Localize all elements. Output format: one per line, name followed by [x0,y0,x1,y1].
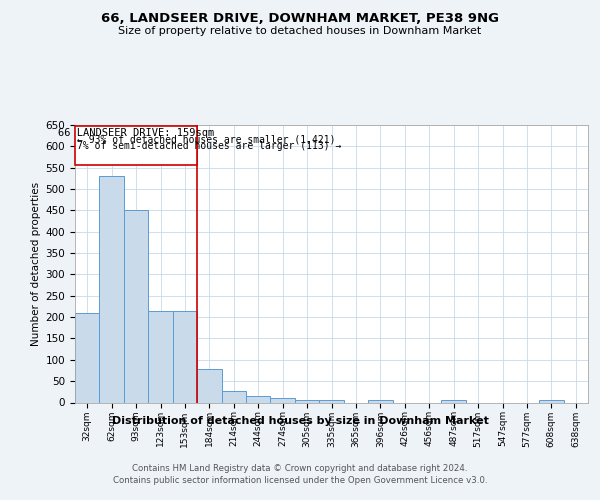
Bar [442,400,466,402]
Bar [75,126,197,165]
Bar [368,400,392,402]
Bar [539,400,563,402]
Bar [148,311,173,402]
Bar [173,311,197,402]
Text: Contains public sector information licensed under the Open Government Licence v3: Contains public sector information licen… [113,476,487,485]
Text: 66, LANDSEER DRIVE, DOWNHAM MARKET, PE38 9NG: 66, LANDSEER DRIVE, DOWNHAM MARKET, PE38… [101,12,499,26]
Bar [100,176,124,402]
Bar [124,210,148,402]
Bar [221,392,246,402]
Bar [75,314,100,402]
Bar [197,369,221,402]
Text: 7% of semi-detached houses are larger (113) →: 7% of semi-detached houses are larger (1… [77,141,341,151]
Text: ← 93% of detached houses are smaller (1,421): ← 93% of detached houses are smaller (1,… [77,134,335,144]
Text: 66 LANDSEER DRIVE: 159sqm: 66 LANDSEER DRIVE: 159sqm [58,128,214,138]
Y-axis label: Number of detached properties: Number of detached properties [31,182,41,346]
Text: Distribution of detached houses by size in Downham Market: Distribution of detached houses by size … [112,416,488,426]
Bar [295,400,319,402]
Bar [271,398,295,402]
Text: Size of property relative to detached houses in Downham Market: Size of property relative to detached ho… [118,26,482,36]
Bar [246,396,271,402]
Bar [319,400,344,402]
Text: Contains HM Land Registry data © Crown copyright and database right 2024.: Contains HM Land Registry data © Crown c… [132,464,468,473]
